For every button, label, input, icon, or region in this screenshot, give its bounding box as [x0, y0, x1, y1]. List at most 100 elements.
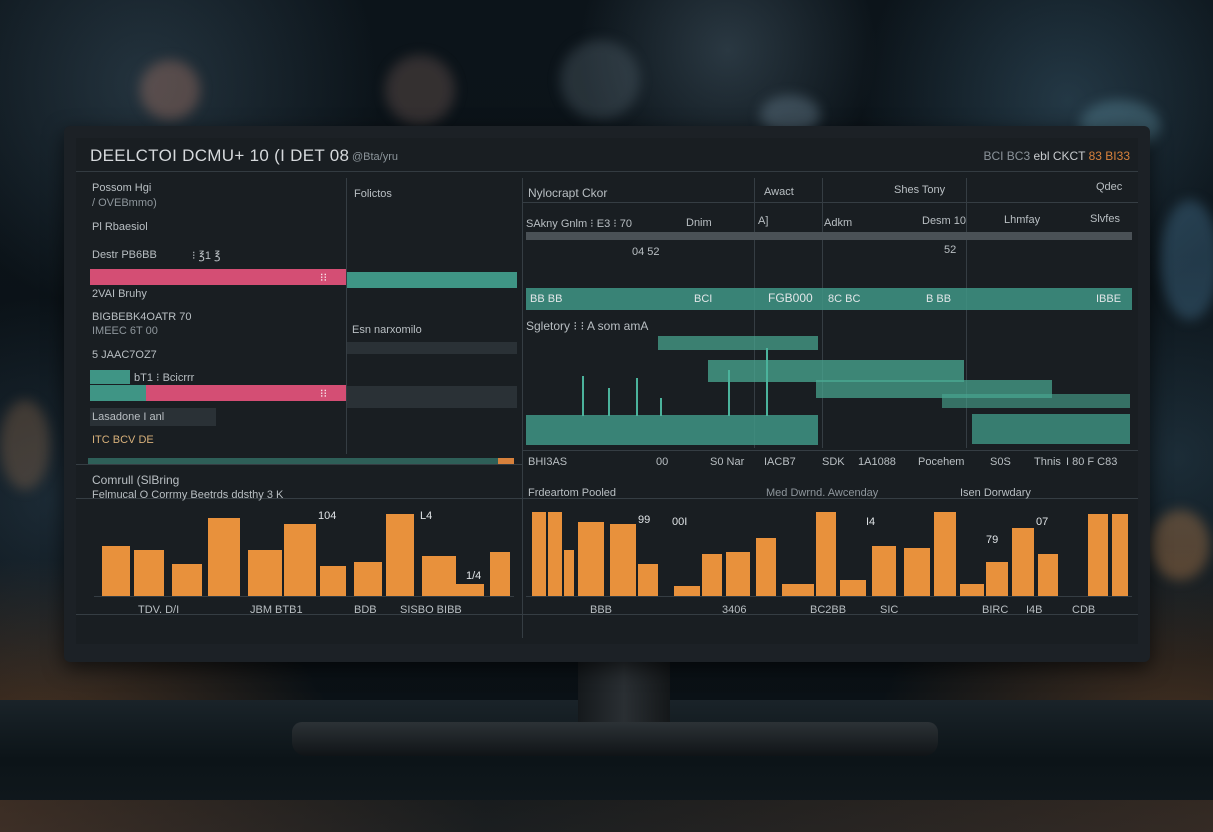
- teal-row-value: B BB: [926, 293, 952, 305]
- status-bar: [347, 272, 517, 288]
- axis-label: 1A1088: [858, 456, 896, 468]
- left-label-value: ⁝ ℥1 ℥: [192, 250, 221, 262]
- bokeh-light: [0, 400, 50, 490]
- timeline-bar: [972, 414, 1130, 444]
- timeline-bar: [708, 360, 964, 382]
- chart-bar: [726, 552, 750, 596]
- chart-annotation: 99: [638, 514, 651, 526]
- timeline-bar: [658, 336, 818, 350]
- footer-label: BDB: [354, 604, 377, 616]
- chart-bar: [702, 554, 722, 596]
- footer-label: SIC: [880, 604, 899, 616]
- teal-row-value: IBBE: [1096, 293, 1122, 305]
- middle-panel-label: Esn narxomilo: [352, 324, 422, 336]
- monitor-stand-base: [292, 722, 938, 756]
- right-row-col: Slvfes: [1090, 213, 1120, 225]
- status-bar: [90, 370, 130, 384]
- chart-bar: [548, 512, 562, 596]
- header-status: BCI BC3 ebl CKCT 83 BI33: [983, 149, 1130, 163]
- axis-label: BHI3AS: [528, 456, 568, 468]
- footer-label: SISBO BIBB: [400, 604, 462, 616]
- chart-bar: [134, 550, 164, 596]
- chart-bar: [320, 566, 346, 596]
- axis-label: I 80 F C83: [1066, 456, 1118, 468]
- label-box: [90, 408, 216, 426]
- left-panel-title: Possom Hgi: [92, 182, 152, 194]
- placeholder-bar: [347, 342, 517, 354]
- monitor-stand-neck: [578, 650, 670, 722]
- chart-annotation: 00I: [672, 516, 688, 528]
- bokeh-light: [385, 55, 455, 125]
- grid-divider: [76, 614, 1138, 615]
- right-row2-value: 04 52: [632, 246, 660, 258]
- chart-bar: [532, 512, 546, 596]
- axis-label: SDK: [822, 456, 845, 468]
- chart-bar: [578, 522, 604, 596]
- right-row-col: Adkm: [824, 217, 853, 229]
- grid-divider: [346, 178, 347, 454]
- footer-label: BIRC: [982, 604, 1009, 616]
- chart-bar: [986, 562, 1008, 596]
- chart-annotation: I4: [866, 516, 876, 528]
- left-label: BIGBEBK4OATR 70: [92, 311, 192, 323]
- grid-divider: [522, 178, 523, 638]
- chart-bar: [904, 548, 930, 596]
- chart-annotation: 1/4: [466, 570, 482, 582]
- teal-row-value: BB BB: [530, 293, 563, 305]
- chart-bar: [456, 584, 484, 596]
- chart-annotation: L4: [420, 510, 433, 522]
- header-status-b: ebl CKCT: [1033, 149, 1086, 163]
- left-label: Pl Rbaesiol: [92, 221, 148, 233]
- header-status-c: 83 BI33: [1088, 149, 1130, 163]
- chart-bar: [934, 512, 956, 596]
- chart-annotation: 104: [318, 510, 337, 522]
- footer-label: TDV. D/I: [138, 604, 180, 616]
- progress-bar: [146, 385, 346, 401]
- chart-bar: [248, 550, 282, 596]
- progress-value: ⁝⁝: [320, 388, 327, 400]
- chart-bar: [354, 562, 382, 596]
- chart-bar: [172, 564, 202, 596]
- chart-bar: [564, 550, 574, 596]
- axis-label: 00: [656, 456, 669, 468]
- divider-bar: [88, 458, 502, 464]
- progress-bar: [90, 269, 346, 285]
- axis-label: IACB7: [764, 456, 796, 468]
- timeline-bar: [526, 415, 818, 445]
- axis-label: Thnis: [1034, 456, 1061, 468]
- axis-label: Pocehem: [918, 456, 965, 468]
- chart-bar: [490, 552, 510, 596]
- timeline-bar: [816, 380, 1052, 398]
- right-col-header: Shes Tony: [894, 184, 946, 196]
- desk-reflection: [0, 800, 1213, 832]
- monitor-screen: DEELCTOI DCMU+ 10 (I DET 08 @Bta/yru BCI…: [76, 138, 1138, 644]
- timeline-tick: [636, 378, 638, 416]
- chart-annotation: 07: [1036, 516, 1049, 528]
- section-subtitle: Felmucal O Corrmy Beetrds ddsthy 3 K: [92, 489, 284, 501]
- chart-bar: [386, 514, 414, 596]
- left-label: 2VAI Bruhy: [92, 288, 147, 300]
- left-label: ITC BCV DE: [92, 434, 154, 446]
- chart-annotation: 79: [986, 534, 999, 546]
- left-label: Destr PB6BB: [92, 249, 157, 261]
- chart-bar: [816, 512, 836, 596]
- footer-label: CDB: [1072, 604, 1096, 616]
- right-section-label: Sgletory ⁝ ⁝ A som amA: [526, 319, 649, 333]
- chart-label: Med Dwrnd. Awcenday: [766, 487, 879, 499]
- timeline-bar: [942, 394, 1130, 408]
- chart-bar: [840, 580, 866, 596]
- title-tab[interactable]: @Bta/yru: [352, 151, 399, 163]
- chart-bar: [1112, 514, 1128, 596]
- chart-bar: [422, 556, 456, 596]
- chart-bar: [960, 584, 984, 596]
- left-label: Lasadone I anl: [92, 411, 165, 423]
- chart-bar: [102, 546, 130, 596]
- chart-baseline: [94, 596, 514, 597]
- timeline-tick: [728, 370, 730, 416]
- right-panel-title: Nylocrapt Ckor: [528, 186, 608, 200]
- chart-bar: [1012, 528, 1034, 596]
- left-label: IMEEC 6T 00: [92, 325, 158, 337]
- teal-row-value: BCI: [694, 293, 713, 305]
- bokeh-light: [1160, 200, 1213, 320]
- header-status-a: BCI BC3: [983, 149, 1031, 163]
